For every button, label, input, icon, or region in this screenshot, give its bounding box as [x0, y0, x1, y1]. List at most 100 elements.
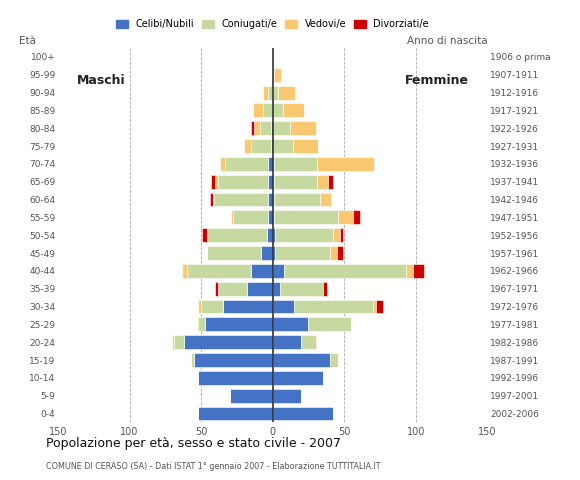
Bar: [273, 210, 274, 224]
Bar: [215, 175, 218, 189]
Bar: [273, 282, 280, 296]
Bar: [328, 175, 333, 189]
Bar: [353, 210, 360, 224]
Bar: [278, 85, 295, 99]
Bar: [197, 317, 198, 331]
Bar: [220, 157, 226, 171]
Bar: [280, 282, 322, 296]
Bar: [290, 121, 316, 135]
Bar: [273, 175, 274, 189]
Bar: [405, 264, 413, 278]
Bar: [309, 317, 351, 331]
Bar: [284, 264, 405, 278]
Bar: [273, 317, 309, 331]
Bar: [269, 85, 273, 99]
Bar: [294, 300, 373, 313]
Bar: [273, 228, 275, 242]
Bar: [215, 282, 218, 296]
Bar: [273, 371, 322, 385]
Bar: [273, 121, 290, 135]
Bar: [191, 353, 194, 367]
Bar: [233, 210, 269, 224]
Bar: [226, 157, 269, 171]
Bar: [198, 317, 205, 331]
Bar: [274, 175, 317, 189]
Bar: [273, 139, 293, 153]
Bar: [260, 121, 271, 135]
Bar: [207, 228, 267, 242]
Bar: [251, 121, 254, 135]
Bar: [330, 246, 337, 260]
Bar: [267, 228, 273, 242]
Bar: [202, 228, 207, 242]
Text: Popolazione per età, sesso e stato civile - 2007: Popolazione per età, sesso e stato civil…: [46, 437, 342, 450]
Bar: [274, 192, 320, 206]
Bar: [183, 264, 187, 278]
Bar: [263, 85, 269, 99]
Bar: [263, 104, 273, 117]
Bar: [231, 210, 233, 224]
Bar: [282, 104, 304, 117]
Bar: [273, 264, 284, 278]
Bar: [254, 121, 260, 135]
Bar: [273, 192, 274, 206]
Bar: [330, 353, 338, 367]
Text: Età: Età: [19, 36, 37, 46]
Bar: [198, 300, 201, 313]
Text: Anno di nascita: Anno di nascita: [407, 36, 487, 46]
Bar: [337, 246, 343, 260]
Bar: [218, 282, 247, 296]
Bar: [271, 121, 273, 135]
Bar: [273, 157, 274, 171]
Bar: [273, 104, 282, 117]
Bar: [317, 157, 374, 171]
Bar: [276, 246, 330, 260]
Bar: [274, 68, 281, 82]
Bar: [273, 335, 301, 349]
Bar: [271, 139, 273, 153]
Bar: [273, 246, 275, 260]
Bar: [201, 300, 223, 313]
Bar: [251, 139, 271, 153]
Bar: [230, 389, 273, 403]
Bar: [207, 246, 261, 260]
Bar: [174, 335, 184, 349]
Bar: [340, 228, 343, 242]
Bar: [269, 192, 273, 206]
Bar: [247, 282, 273, 296]
Text: COMUNE DI CERASO (SA) - Dati ISTAT 1° gennaio 2007 - Elaborazione TUTTITALIA.IT: COMUNE DI CERASO (SA) - Dati ISTAT 1° ge…: [46, 462, 381, 471]
Bar: [194, 353, 273, 367]
Bar: [251, 264, 273, 278]
Bar: [198, 407, 273, 420]
Bar: [273, 300, 294, 313]
Bar: [373, 300, 376, 313]
Bar: [172, 335, 174, 349]
Bar: [376, 300, 383, 313]
Bar: [274, 157, 317, 171]
Bar: [269, 157, 273, 171]
Bar: [198, 371, 273, 385]
Text: Maschi: Maschi: [77, 74, 125, 87]
Bar: [274, 210, 338, 224]
Bar: [317, 175, 328, 189]
Bar: [322, 282, 327, 296]
Bar: [209, 192, 212, 206]
Bar: [338, 210, 353, 224]
Bar: [273, 68, 274, 82]
Bar: [333, 228, 340, 242]
Bar: [214, 192, 269, 206]
Bar: [187, 264, 251, 278]
Bar: [413, 264, 424, 278]
Bar: [252, 104, 263, 117]
Bar: [276, 228, 333, 242]
Bar: [212, 192, 214, 206]
Bar: [273, 389, 301, 403]
Text: Femmine: Femmine: [405, 74, 469, 87]
Bar: [273, 407, 333, 420]
Bar: [269, 175, 273, 189]
Bar: [273, 85, 278, 99]
Bar: [211, 175, 215, 189]
Bar: [293, 139, 318, 153]
Bar: [273, 353, 330, 367]
Bar: [223, 300, 273, 313]
